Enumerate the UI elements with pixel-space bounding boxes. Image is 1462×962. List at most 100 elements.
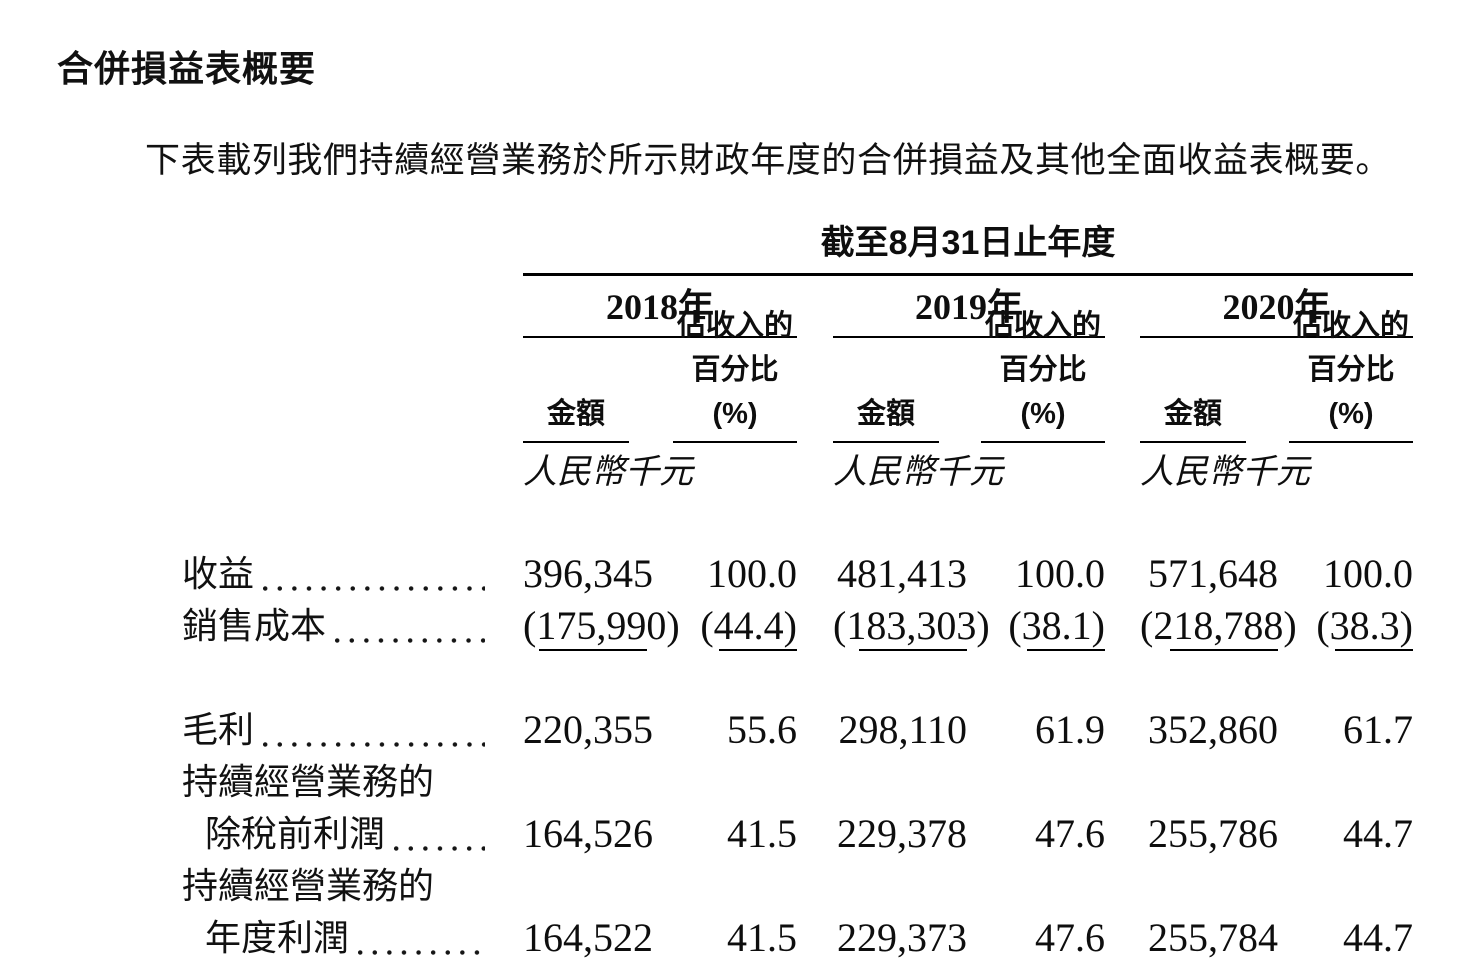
- percent-cell: 100.0: [1015, 551, 1105, 596]
- amount-cell: 352,860: [1148, 707, 1278, 752]
- percent-cell: 44.7: [1343, 915, 1413, 960]
- year-header-row: 2018年 2019年 2020年: [57, 276, 1413, 338]
- percent-cell: (44.4): [647, 600, 797, 652]
- page-title: 合併損益表概要: [57, 48, 317, 89]
- percent-header-2019: 佔收入的 百分比(%): [967, 304, 1105, 443]
- amount-cell: 396,345: [523, 551, 653, 596]
- amount-cell: (218,788): [1140, 600, 1297, 652]
- row-label-cell: 年度利潤: [57, 912, 523, 962]
- dot-leader: [358, 950, 485, 955]
- dot-leader: [263, 742, 485, 747]
- amount-cell: 164,522: [523, 915, 653, 960]
- amount-cell: 255,786: [1148, 811, 1278, 856]
- percent-header-2018: 佔收入的 百分比(%): [647, 304, 797, 443]
- column-gap: [797, 912, 833, 962]
- percent-cell: 47.6: [1035, 811, 1105, 856]
- table-row-profit-for-year: 年度利潤 164,522 41.5 229,373 47.6 255,784 4…: [57, 912, 1413, 962]
- row-label: 年度利潤: [205, 918, 350, 958]
- row-label: 除稅前利潤: [205, 814, 386, 854]
- dot-leader: [394, 846, 485, 851]
- percent-cell: 55.6: [727, 707, 797, 752]
- row-label-cell: 持續經營業務的: [57, 860, 523, 912]
- column-gap: [797, 808, 833, 860]
- column-gap: [1105, 704, 1140, 756]
- percent-header-line1: 佔收入的: [676, 310, 793, 342]
- column-header-row: 金額 佔收入的 百分比(%) 金額 佔收入的 百分比(%) 金額: [57, 310, 1413, 443]
- spacer: [57, 498, 1413, 548]
- table-row-cost-of-sales: 銷售成本 (175,990) (44.4) (183,303) (38.1) (…: [57, 600, 1413, 652]
- amount-cell: 481,413: [837, 551, 967, 596]
- percent-header-label: 佔收入的 百分比(%): [1289, 304, 1413, 443]
- amount-header-2020: 金額: [1140, 392, 1278, 443]
- column-gap: [797, 443, 833, 498]
- percent-cell: 44.7: [1343, 811, 1413, 856]
- amount-cell: 220,355: [523, 707, 653, 752]
- table-row-continuing-caption: 持續經營業務的: [57, 756, 1413, 808]
- percent-cell: 41.5: [727, 811, 797, 856]
- table-row-profit-before-tax: 除稅前利潤 164,526 41.5 229,378 47.6 255,786 …: [57, 808, 1413, 860]
- amount-cell: (175,990): [523, 600, 680, 652]
- column-gap: [1105, 443, 1140, 498]
- table-row-gross-profit: 毛利 220,355 55.6 298,110 61.9 352,860 61.…: [57, 704, 1413, 756]
- percent-header-line2: 百分比(%): [1307, 354, 1395, 430]
- column-gap: [797, 704, 833, 756]
- column-gap: [1105, 912, 1140, 962]
- amount-cell: 298,110: [838, 707, 967, 752]
- currency-note-2020: 人民幣千元: [1140, 454, 1310, 491]
- column-gap: [1105, 276, 1140, 338]
- spacer: [57, 652, 1413, 704]
- row-label: 銷售成本: [182, 606, 327, 646]
- income-statement-table: 截至8月31日止年度 2018年 2019年 2020年 金額 佔收入的 百分比…: [57, 215, 1413, 962]
- percent-cell: (38.1): [967, 600, 1105, 652]
- intro-paragraph: 下表載列我們持續經營業務於所示財政年度的合併損益及其他全面收益表概要。: [145, 141, 1392, 180]
- percent-header-2020: 佔收入的 百分比(%): [1278, 304, 1413, 443]
- percent-cell: 61.9: [1035, 707, 1105, 752]
- percent-header-line1: 佔收入的: [1292, 310, 1409, 342]
- amount-cell: 255,784: [1148, 915, 1278, 960]
- column-gap: [797, 548, 833, 600]
- label-spacer: [57, 276, 523, 338]
- percent-cell: 100.0: [707, 551, 797, 596]
- column-gap: [1105, 808, 1140, 860]
- percent-cell: (38.3): [1278, 600, 1413, 652]
- row-label: 持續經營業務的: [182, 866, 435, 906]
- row-label-cell: 除稅前利潤: [57, 808, 523, 860]
- dot-leader: [263, 586, 485, 591]
- row-label: 收益: [182, 554, 255, 594]
- percent-header-label: 佔收入的 百分比(%): [673, 304, 797, 443]
- row-label: 持續經營業務的: [182, 762, 435, 802]
- period-header: 截至8月31日止年度: [523, 215, 1413, 276]
- amount-header-label: 金額: [833, 392, 939, 443]
- column-gap: [1105, 548, 1140, 600]
- percent-cell: 61.7: [1343, 707, 1413, 752]
- amount-cell: 571,648: [1148, 551, 1278, 596]
- amount-header-2018: 金額: [523, 392, 647, 443]
- column-gap: [1105, 600, 1140, 652]
- dot-leader: [335, 638, 485, 643]
- percent-cell: 100.0: [1323, 551, 1413, 596]
- amount-cell: (183,303): [833, 600, 990, 652]
- amount-header-2019: 金額: [833, 392, 967, 443]
- amount-header-label: 金額: [1140, 392, 1246, 443]
- percent-header-line1: 佔收入的: [984, 310, 1101, 342]
- period-header-row: 截至8月31日止年度: [57, 215, 1413, 276]
- column-gap: [797, 600, 833, 652]
- amount-cell: 164,526: [523, 811, 653, 856]
- currency-note-row: 人民幣千元 人民幣千元 人民幣千元: [57, 443, 1413, 498]
- year-header-2020: 2020年: [1140, 276, 1413, 338]
- row-label-cell: 毛利: [57, 704, 523, 756]
- amount-header-label: 金額: [523, 392, 629, 443]
- table-row-continuing-caption: 持續經營業務的: [57, 860, 1413, 912]
- row-label-cell: 收益: [57, 548, 523, 600]
- row-label: 毛利: [182, 710, 255, 750]
- year-header-2019: 2019年: [833, 276, 1105, 338]
- year-header-2018: 2018年: [523, 276, 797, 338]
- percent-header-line2: 百分比(%): [691, 354, 779, 430]
- column-gap: [797, 276, 833, 338]
- row-label-cell: 持續經營業務的: [57, 756, 523, 808]
- table-row-revenue: 收益 396,345 100.0 481,413 100.0 571,648 1…: [57, 548, 1413, 600]
- label-spacer: [57, 443, 523, 498]
- percent-header-label: 佔收入的 百分比(%): [981, 304, 1105, 443]
- percent-cell: 41.5: [727, 915, 797, 960]
